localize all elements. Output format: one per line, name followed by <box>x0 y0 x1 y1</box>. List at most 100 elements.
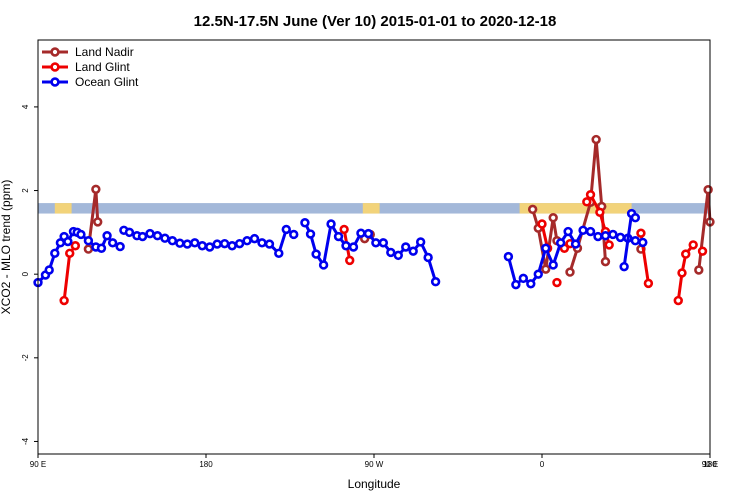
chart-title: 12.5N-17.5N June (Ver 10) 2015-01-01 to … <box>194 13 557 30</box>
data-point <box>124 227 135 238</box>
data-point <box>541 243 551 253</box>
data-point <box>300 218 310 228</box>
y-axis: -4 -2 0 2 4 <box>21 104 38 445</box>
data-point <box>175 238 185 248</box>
data-point <box>585 226 596 237</box>
data-point <box>563 226 573 237</box>
data-point <box>643 278 654 289</box>
x-tick-label: 180 <box>199 460 213 469</box>
data-point <box>548 260 558 270</box>
x-axis-label: Longitude <box>348 477 401 491</box>
data-point <box>541 264 551 274</box>
data-point <box>565 267 575 277</box>
data-point <box>595 207 605 217</box>
data-point <box>552 277 562 288</box>
data-point <box>339 224 349 235</box>
data-point <box>102 231 112 241</box>
legend-marker <box>50 77 60 87</box>
data-point <box>415 237 426 247</box>
data-point <box>503 251 514 262</box>
data-point <box>234 238 245 249</box>
data-point <box>393 250 403 261</box>
data-point <box>363 228 374 239</box>
data-point <box>167 236 178 246</box>
data-point <box>378 238 389 248</box>
legend-marker <box>50 62 60 72</box>
data-point <box>137 231 148 242</box>
data-point <box>107 238 118 248</box>
data-point <box>591 134 601 145</box>
land-band-segment <box>519 203 632 214</box>
data-point <box>274 248 284 258</box>
data-point <box>408 246 418 256</box>
data-point <box>345 255 355 266</box>
data-point <box>289 229 299 240</box>
data-point <box>681 249 691 259</box>
y-tick-label: 2 <box>21 188 30 193</box>
data-point <box>630 213 641 223</box>
data-point <box>371 238 381 248</box>
data-point <box>145 228 155 239</box>
data-point <box>257 238 267 248</box>
data-point <box>242 236 252 246</box>
data-point <box>50 248 60 258</box>
data-point <box>636 228 646 238</box>
data-point <box>44 265 54 275</box>
data-point <box>608 229 618 240</box>
data-point <box>197 241 207 251</box>
series-line <box>697 189 712 271</box>
data-point <box>570 239 581 249</box>
data-point <box>526 279 536 289</box>
data-point <box>326 219 336 229</box>
x-tick-label: 90 W <box>365 460 384 469</box>
series-line <box>676 243 695 301</box>
data-point <box>70 241 81 251</box>
data-point <box>511 279 521 290</box>
data-point <box>182 239 193 249</box>
land-band-segment <box>54 203 72 214</box>
data-point <box>115 241 125 252</box>
data-point <box>694 265 704 275</box>
data-point <box>348 242 359 252</box>
data-point <box>227 241 237 251</box>
data-point <box>281 224 291 235</box>
data-point <box>615 232 626 243</box>
series-layer <box>33 134 715 306</box>
y-axis-label: XCO2 - MLO trend (ppm) <box>0 180 13 315</box>
data-point <box>582 197 592 207</box>
data-point <box>518 273 529 284</box>
data-point <box>249 233 260 244</box>
data-point <box>688 240 698 250</box>
data-point <box>533 269 543 279</box>
data-point <box>600 231 611 241</box>
data-point <box>83 244 94 254</box>
data-point <box>219 238 230 249</box>
data-point <box>311 249 321 259</box>
data-point <box>65 248 75 258</box>
data-point <box>697 246 708 256</box>
legend-label: Land Glint <box>75 60 130 74</box>
data-point <box>619 261 629 272</box>
data-point <box>600 256 611 267</box>
data-point <box>341 241 351 251</box>
x-tick-label: 90 E <box>30 460 46 469</box>
data-point <box>638 237 648 248</box>
data-point <box>212 239 222 249</box>
data-point <box>93 217 103 227</box>
data-point <box>83 236 94 246</box>
data-point <box>190 238 200 248</box>
data-point <box>423 252 433 263</box>
data-point <box>585 190 596 200</box>
data-point <box>305 229 316 239</box>
x-tick-label: 180 <box>703 460 717 469</box>
data-point <box>333 231 344 242</box>
data-point <box>318 260 329 270</box>
y-tick-label: -4 <box>21 437 30 445</box>
x-tick-label: 0 <box>540 460 545 469</box>
data-point <box>548 213 558 223</box>
y-tick-label: -2 <box>21 354 30 362</box>
data-point <box>264 239 275 249</box>
legend-marker <box>50 47 60 57</box>
